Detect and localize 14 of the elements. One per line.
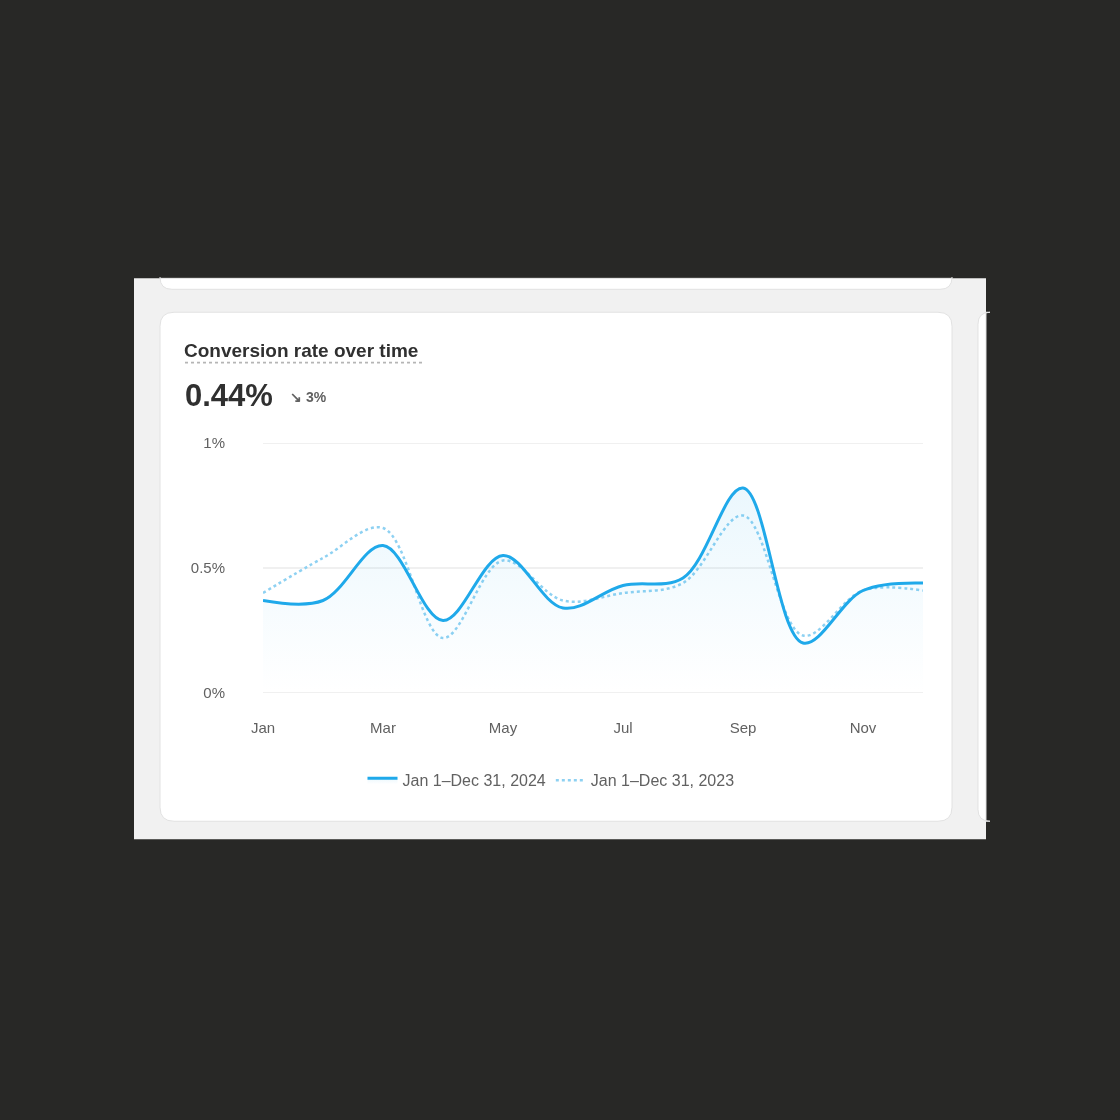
y-tick-label: 1% [203, 434, 225, 452]
legend-label: Jan 1–Dec 31, 2023 [590, 772, 735, 790]
y-tick-label: 0% [203, 684, 225, 702]
x-tick-label: Nov [849, 719, 877, 736]
x-tick-label: May [488, 719, 518, 736]
chart-subtitle: 0.44% [185, 378, 273, 413]
text: ↘ 3% [290, 389, 327, 405]
legend-label: Jan 1–Dec 31, 2024 [402, 772, 546, 790]
x-tick-label: Mar [370, 719, 396, 736]
x-tick-label: Jan [250, 719, 276, 736]
y-tick-label: 0.5% [190, 559, 225, 577]
x-tick-label: Jul [613, 719, 633, 736]
x-tick-label: Sep [729, 719, 757, 736]
chart-title: Conversion rate over time [184, 339, 419, 361]
